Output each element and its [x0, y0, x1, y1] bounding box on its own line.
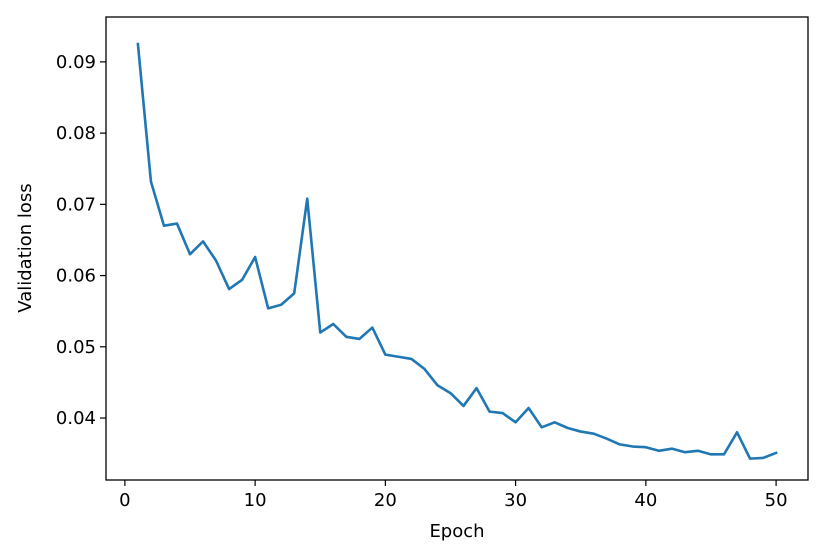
plot-area — [106, 17, 808, 480]
x-tick-label: 10 — [244, 490, 267, 511]
validation-loss-line — [136, 42, 778, 460]
x-tick-label: 20 — [374, 490, 397, 511]
y-tick-label: 0.04 — [56, 408, 96, 429]
y-tick-label: 0.06 — [56, 266, 96, 287]
plot-frame — [105, 16, 809, 481]
x-tick-label: 40 — [634, 490, 657, 511]
y-tick-label: 0.05 — [56, 337, 96, 358]
y-axis-label: Validation loss — [15, 183, 36, 312]
y-tick-label: 0.08 — [56, 123, 96, 144]
x-tick-label: 0 — [119, 490, 130, 511]
y-tick-label: 0.09 — [56, 52, 96, 73]
x-tick-label: 30 — [504, 490, 527, 511]
y-tick-label: 0.07 — [56, 194, 96, 215]
x-tick-label: 50 — [765, 490, 788, 511]
x-axis-ticks: 0 10 20 30 40 50 — [119, 480, 788, 511]
y-axis-ticks: 0.04 0.05 0.06 0.07 0.08 0.09 — [56, 52, 106, 429]
x-axis-label: Epoch — [429, 521, 484, 542]
